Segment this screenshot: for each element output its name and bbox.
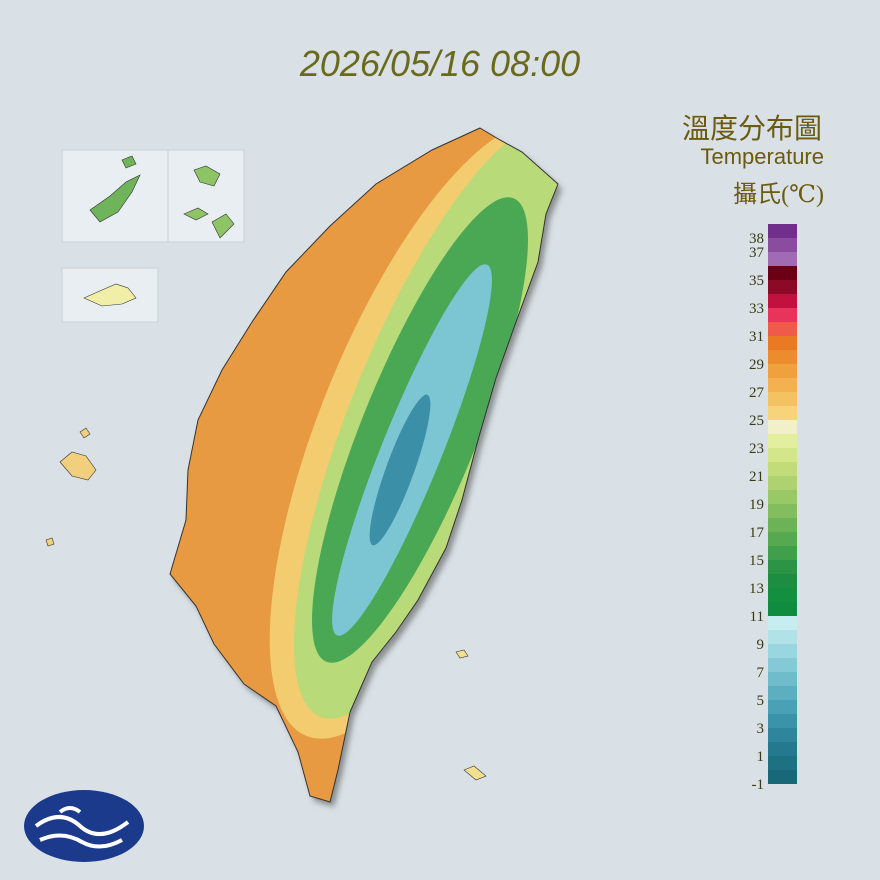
legend-swatch <box>768 630 797 644</box>
island <box>89 155 141 223</box>
logo-mark <box>34 806 130 849</box>
legend-swatch <box>768 686 797 700</box>
legend-label: 31 <box>749 329 764 345</box>
legend-swatch <box>768 700 797 714</box>
legend-swatch <box>768 658 797 672</box>
legend-swatch <box>768 574 797 588</box>
legend-swatch <box>768 224 797 238</box>
legend-swatch <box>768 420 797 434</box>
legend-label: 7 <box>757 665 765 681</box>
legend-swatch <box>768 448 797 462</box>
legend-label: 38 <box>749 231 764 247</box>
legend-swatch <box>768 434 797 448</box>
legend-swatch <box>768 238 797 252</box>
legend-label: 21 <box>749 469 764 485</box>
legend-swatch <box>768 504 797 518</box>
legend-swatch <box>768 742 797 756</box>
legend-swatch <box>768 616 797 630</box>
legend-label: 17 <box>749 525 765 541</box>
legend-label: 9 <box>757 637 765 653</box>
island <box>83 283 137 307</box>
legend-swatch <box>768 336 797 350</box>
legend-swatch <box>768 770 797 784</box>
legend-swatch <box>768 266 797 280</box>
legend-swatch <box>768 756 797 770</box>
legend-label: 5 <box>757 693 765 709</box>
legend-label: -1 <box>752 777 765 793</box>
legend-label: 15 <box>749 553 764 569</box>
legend-label: 3 <box>757 721 765 737</box>
legend-swatch <box>768 280 797 294</box>
legend-label: 23 <box>749 441 764 457</box>
legend-swatch <box>768 364 797 378</box>
legend-title-en: Temperature <box>700 144 824 169</box>
legend-swatch <box>768 728 797 742</box>
legend-swatch <box>768 490 797 504</box>
legend-swatch <box>768 462 797 476</box>
legend-swatch <box>768 672 797 686</box>
legend-unit: 攝氏(℃) <box>733 181 824 208</box>
legend-title-zh: 溫度分布圖 <box>682 113 822 145</box>
legend-swatch <box>768 560 797 574</box>
legend-label: 29 <box>749 357 764 373</box>
legend-label: 11 <box>750 609 764 625</box>
legend-swatch <box>768 546 797 560</box>
legend-swatch <box>768 644 797 658</box>
legend-label: 13 <box>749 581 764 597</box>
legend-label: 1 <box>757 749 765 765</box>
legend-swatch <box>768 602 797 616</box>
legend-label: 33 <box>749 301 764 317</box>
timestamp: 2026/05/16 08:00 <box>299 43 580 84</box>
island <box>455 649 487 781</box>
legend-swatch <box>768 588 797 602</box>
legend-swatch <box>768 406 797 420</box>
legend-label: 37 <box>749 245 765 261</box>
legend-label: 25 <box>749 413 764 429</box>
legend-swatch <box>768 294 797 308</box>
legend-label: 35 <box>749 273 764 289</box>
legend-swatch <box>768 252 797 266</box>
legend-swatch <box>768 322 797 336</box>
island <box>183 165 235 239</box>
legend-swatch <box>768 714 797 728</box>
legend-swatch <box>768 532 797 546</box>
inset-box <box>61 149 245 243</box>
legend-label: 27 <box>749 385 765 401</box>
legend-swatch <box>768 308 797 322</box>
legend-swatch <box>768 350 797 364</box>
legend-swatch <box>768 378 797 392</box>
legend-swatch <box>768 392 797 406</box>
island <box>45 427 97 547</box>
legend-swatch <box>768 518 797 532</box>
legend-label: 19 <box>749 497 764 513</box>
legend-swatch <box>768 476 797 490</box>
field-summit <box>369 394 431 546</box>
